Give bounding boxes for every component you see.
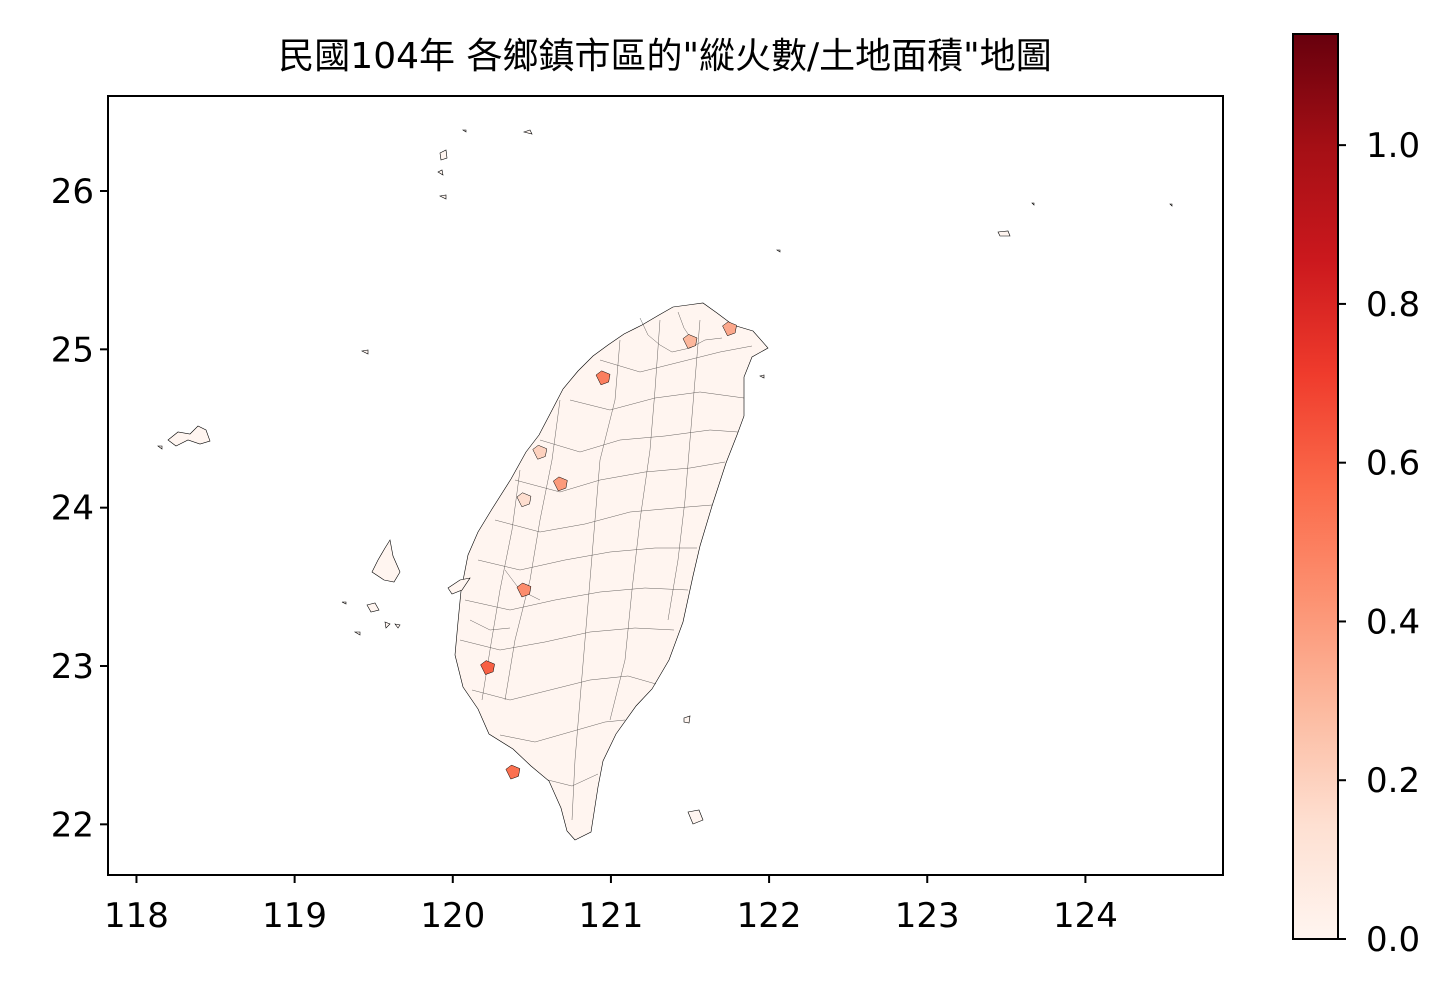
- map-title: 民國104年 各鄉鎮市區的"縱火數/土地面積"地圖: [278, 36, 1051, 77]
- x-tick-label: 123: [895, 896, 960, 936]
- y-tick-label: 25: [51, 330, 94, 370]
- y-tick-label: 23: [51, 647, 94, 687]
- x-tick-label: 120: [420, 896, 485, 936]
- highlighted-district: [505, 764, 521, 780]
- colorbar-tick-label: 0.0: [1366, 920, 1420, 960]
- kinmen-island: [167, 425, 211, 447]
- x-tick-label: 124: [1053, 896, 1118, 936]
- colorbar-ticks: 0.0 0.2 0.4 0.6 0.8 1.0: [1338, 126, 1420, 960]
- x-axis-ticks: 118 119 120 121 122 123 124: [104, 875, 1118, 936]
- penghu-islands: [371, 539, 401, 583]
- map-geometry: [157, 129, 1173, 841]
- highlighted-district: [682, 334, 698, 349]
- highlighted-district: [516, 492, 532, 508]
- colorbar-tick-label: 0.2: [1366, 761, 1420, 801]
- green-island: [683, 715, 691, 724]
- x-tick-label: 121: [578, 896, 643, 936]
- outlying-islands: [157, 129, 1173, 825]
- orchid-island: [687, 809, 704, 825]
- highlighted-district: [722, 321, 737, 337]
- highlighted-district: [532, 444, 548, 460]
- x-tick-label: 119: [262, 896, 327, 936]
- map-axes: 118 119 120 121 122 123 124 22 23 24 25 26: [51, 95, 1224, 936]
- district-boundaries: [459, 311, 753, 821]
- highlighted-district: [595, 370, 611, 386]
- colorbar-tick-label: 0.8: [1366, 285, 1420, 325]
- highlighted-district: [480, 660, 495, 675]
- highlighted-district: [516, 582, 532, 598]
- colorbar-tick-label: 0.6: [1366, 444, 1420, 484]
- y-tick-label: 22: [51, 805, 94, 845]
- colorbar-gradient: [1292, 33, 1339, 940]
- colorbar: 0.0 0.2 0.4 0.6 0.8 1.0: [1292, 33, 1420, 960]
- x-tick-label: 118: [104, 896, 169, 936]
- y-axis-ticks: 22 23 24 25 26: [51, 172, 108, 845]
- taiwan-main-island: [454, 302, 769, 841]
- y-tick-label: 24: [51, 489, 94, 529]
- highlighted-districts: [480, 321, 737, 780]
- highlighted-district: [553, 476, 568, 492]
- colorbar-tick-label: 0.4: [1366, 602, 1420, 642]
- colorbar-tick-label: 1.0: [1366, 126, 1420, 166]
- x-tick-label: 122: [737, 896, 802, 936]
- y-tick-label: 26: [51, 172, 94, 212]
